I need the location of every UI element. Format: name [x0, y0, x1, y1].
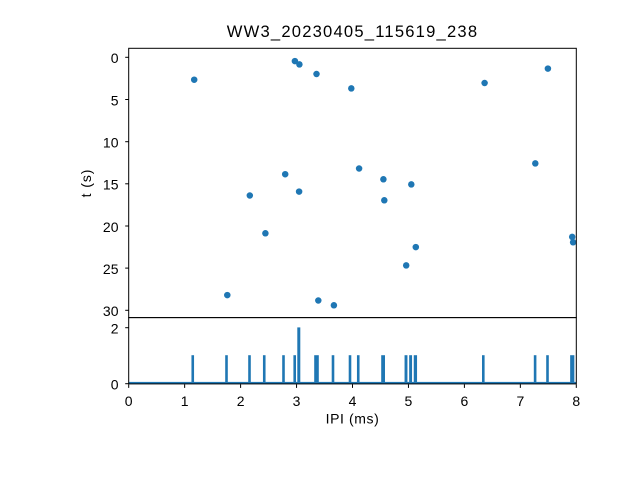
svg-text:0: 0 — [125, 393, 133, 409]
svg-text:5: 5 — [405, 393, 413, 409]
svg-text:5: 5 — [111, 92, 119, 108]
svg-text:WW3_20230405_115619_238: WW3_20230405_115619_238 — [227, 22, 479, 41]
svg-text:2: 2 — [237, 393, 245, 409]
svg-text:10: 10 — [103, 135, 119, 151]
svg-text:20: 20 — [103, 219, 119, 235]
svg-text:0: 0 — [111, 50, 119, 66]
svg-text:1: 1 — [181, 393, 189, 409]
svg-text:25: 25 — [103, 261, 119, 277]
svg-text:2: 2 — [111, 321, 119, 337]
svg-text:6: 6 — [461, 393, 469, 409]
svg-text:4: 4 — [349, 393, 357, 409]
svg-text:8: 8 — [572, 393, 580, 409]
svg-text:IPI (ms): IPI (ms) — [326, 411, 380, 427]
svg-text:30: 30 — [103, 303, 119, 319]
svg-text:0: 0 — [111, 377, 119, 393]
svg-text:t (s): t (s) — [78, 169, 94, 198]
svg-text:15: 15 — [103, 177, 119, 193]
svg-text:7: 7 — [516, 393, 524, 409]
svg-text:3: 3 — [293, 393, 301, 409]
